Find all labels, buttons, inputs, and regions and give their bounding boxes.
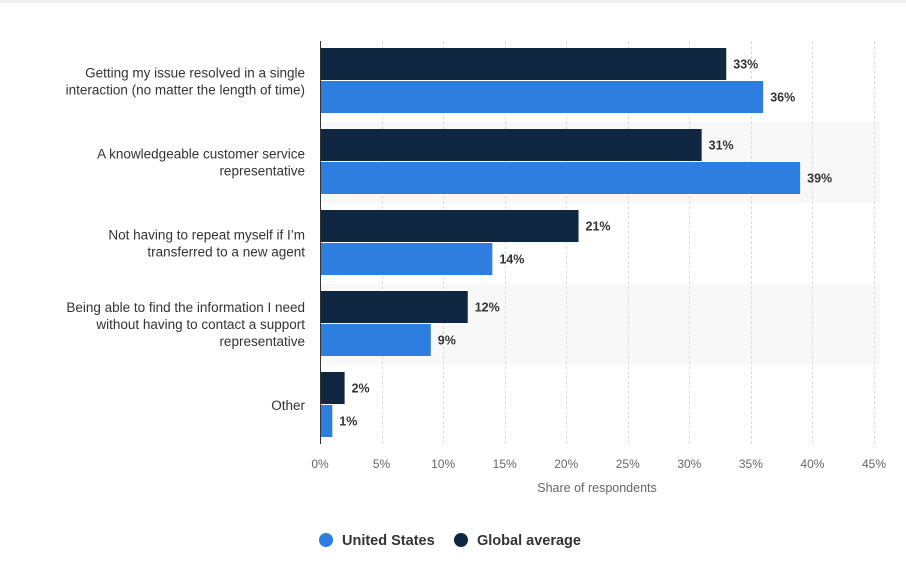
bar-global-average[interactable] <box>321 372 345 404</box>
x-tick-label: 35% <box>739 457 763 471</box>
x-tick-label: 10% <box>431 457 455 471</box>
bar-united-states[interactable] <box>321 405 333 437</box>
data-label: 33% <box>733 58 758 72</box>
x-tick-label: 30% <box>677 457 701 471</box>
data-label: 36% <box>770 91 795 105</box>
x-tick-label: 45% <box>862 457 886 471</box>
legend-label: United States <box>342 533 435 549</box>
x-tick-label: 40% <box>800 457 824 471</box>
category-label: Not having to repeat myself if I’m transf… <box>108 228 305 260</box>
category-label: A knowledgeable customer service represen… <box>97 147 305 179</box>
top-border <box>0 0 906 3</box>
legend-marker <box>319 533 333 547</box>
legend: United States Global average <box>319 533 581 549</box>
data-label: 39% <box>807 172 832 186</box>
data-label: 14% <box>499 253 524 267</box>
data-label: 31% <box>709 139 734 153</box>
bar-global-average[interactable] <box>321 210 579 242</box>
bar-global-average[interactable] <box>321 291 468 323</box>
x-tick-label: 25% <box>616 457 640 471</box>
category-labels: Getting my issue resolved in a single int… <box>66 66 306 414</box>
bar-united-states[interactable] <box>321 324 431 356</box>
data-label: 9% <box>438 334 456 348</box>
x-tick-label: 20% <box>554 457 578 471</box>
legend-item-united-states[interactable]: United States <box>319 533 435 549</box>
data-label: 2% <box>352 382 370 396</box>
legend-marker <box>454 533 468 547</box>
data-labels: 33% 31% 21% 12% 2% 36% 39% 14% 9% 1% <box>339 58 832 429</box>
x-axis-title: Share of respondents <box>537 481 657 495</box>
x-axis-ticks: 0% 5% 10% 15% 20% 25% 30% 35% 40% 45% <box>311 457 886 471</box>
category-label: Being able to find the information I nee… <box>66 300 305 349</box>
bar-united-states[interactable] <box>321 162 801 194</box>
bar-united-states[interactable] <box>321 81 764 113</box>
x-tick-label: 0% <box>311 457 329 471</box>
bars <box>321 48 801 437</box>
category-label: Getting my issue resolved in a single int… <box>66 66 305 98</box>
bar-global-average[interactable] <box>321 48 727 80</box>
legend-label: Global average <box>477 533 581 549</box>
x-tick-label: 15% <box>493 457 517 471</box>
category-label: Other <box>271 398 305 413</box>
data-label: 1% <box>339 415 357 429</box>
data-label: 12% <box>475 301 500 315</box>
legend-item-global-average[interactable]: Global average <box>454 533 581 549</box>
bar-global-average[interactable] <box>321 129 702 161</box>
bar-united-states[interactable] <box>321 243 493 275</box>
data-label: 21% <box>586 220 611 234</box>
x-tick-label: 5% <box>373 457 391 471</box>
